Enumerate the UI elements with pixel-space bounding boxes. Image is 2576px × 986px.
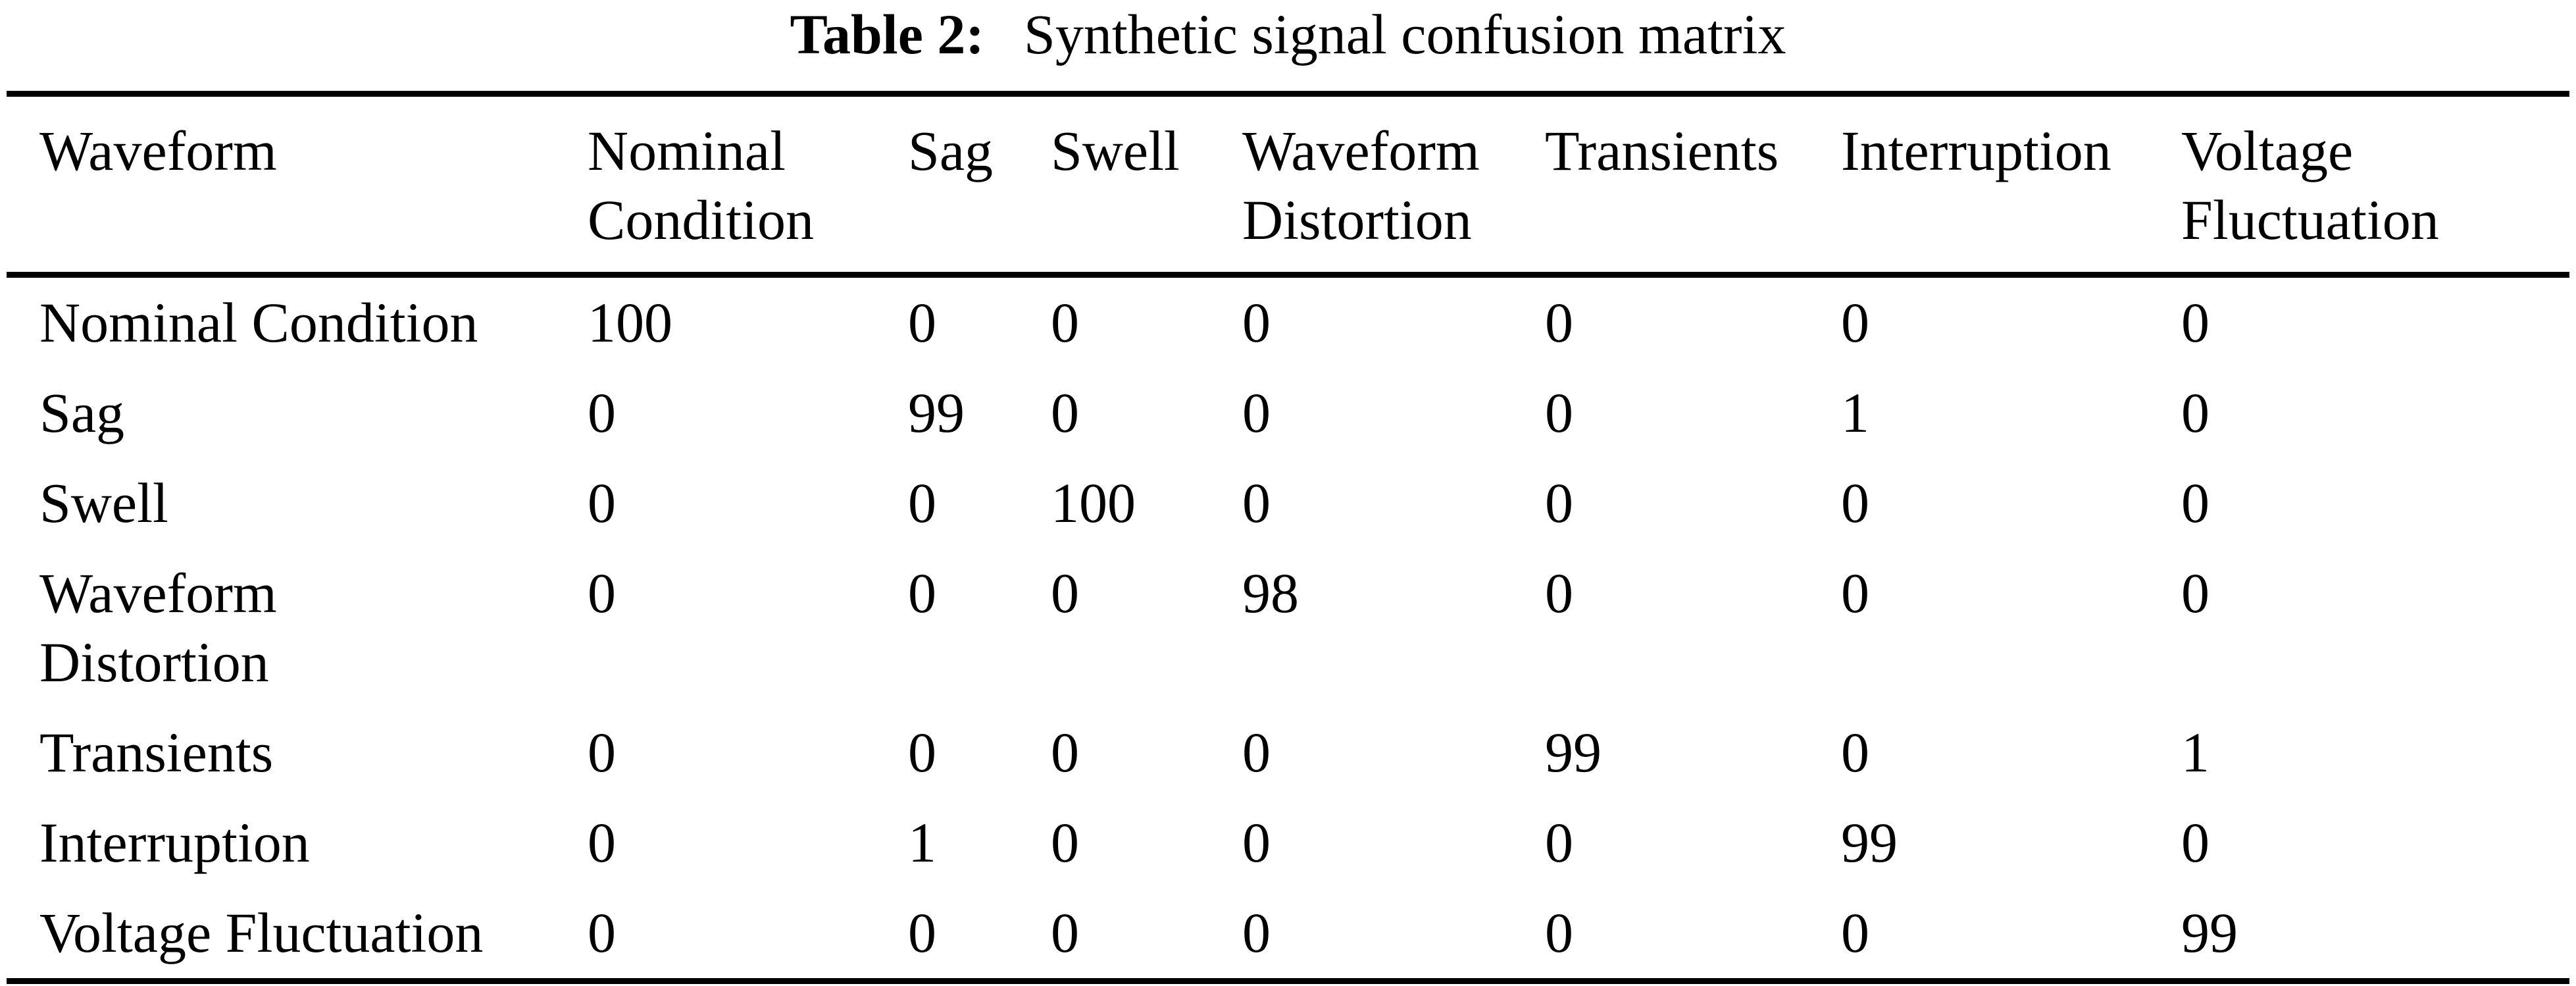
header-cell-waveform-distortion: Waveform Distortion [1242, 93, 1545, 278]
value-cell: 99 [1841, 811, 1898, 874]
row-label-cell: Sag [39, 381, 124, 444]
row-label-cell: Waveform Distortion [39, 561, 277, 694]
value-cell: 0 [2181, 471, 2210, 534]
caption-label: Table 2: [790, 3, 985, 66]
value-cell: 0 [1051, 291, 1079, 354]
value-cell: 0 [908, 291, 936, 354]
header-cell-transients: Transients [1545, 93, 1841, 278]
value-cell: 0 [1242, 291, 1271, 354]
value-cell: 0 [2181, 561, 2210, 625]
value-cell: 0 [908, 471, 936, 534]
value-cell: 0 [1545, 471, 1573, 534]
header-cell-interruption: Interruption [1841, 93, 2181, 278]
value-cell: 100 [1051, 471, 1136, 534]
table-row-waveform-distortion: Waveform Distortion 0 0 0 98 0 0 0 [7, 548, 2569, 708]
value-cell: 0 [1051, 381, 1079, 444]
value-cell: 0 [1242, 471, 1271, 534]
value-cell: 99 [908, 381, 965, 444]
value-cell: 0 [588, 561, 616, 625]
value-cell: 0 [2181, 291, 2210, 354]
caption-text: Synthetic signal confusion matrix [1024, 3, 1786, 66]
table-caption: Table 2: Synthetic signal confusion matri… [0, 0, 2576, 69]
value-cell: 0 [1545, 381, 1573, 444]
value-cell: 0 [1051, 901, 1079, 964]
header-cell-voltage-fluctuation: Voltage Fluctuation [2181, 93, 2569, 278]
value-cell: 0 [1242, 381, 1271, 444]
value-cell: 0 [1841, 721, 1869, 784]
value-cell: 0 [588, 811, 616, 874]
value-cell: 0 [1545, 291, 1573, 354]
value-cell: 0 [908, 561, 936, 625]
table-body: Nominal Condition 100 0 0 0 0 0 0 Sag 0 … [7, 275, 2569, 981]
table-row-sag: Sag 0 99 0 0 0 1 0 [7, 368, 2569, 458]
header-cell-sag: Sag [908, 93, 1051, 278]
value-cell: 0 [588, 901, 616, 964]
table-row-transients: Transients 0 0 0 0 99 0 1 [7, 708, 2569, 798]
value-cell: 0 [1051, 721, 1079, 784]
value-cell: 99 [2181, 901, 2238, 964]
value-cell: 0 [1545, 811, 1573, 874]
table-row-nominal-condition: Nominal Condition 100 0 0 0 0 0 0 [7, 275, 2569, 369]
table-row-interruption: Interruption 0 1 0 0 0 99 0 [7, 798, 2569, 888]
value-cell: 0 [908, 721, 936, 784]
value-cell: 0 [588, 381, 616, 444]
value-cell: 0 [908, 901, 936, 964]
value-cell: 1 [1841, 381, 1869, 444]
header-row: Waveform Nominal Condition Sag Swell Wav… [7, 93, 2569, 278]
value-cell: 99 [1545, 721, 1602, 784]
value-cell: 0 [588, 721, 616, 784]
value-cell: 0 [1545, 901, 1573, 964]
row-label-cell: Nominal Condition [39, 291, 478, 354]
row-label-cell: Voltage Fluctuation [39, 901, 484, 964]
table-row-voltage-fluctuation: Voltage Fluctuation 0 0 0 0 0 0 99 [7, 888, 2569, 981]
row-label-cell: Transients [39, 721, 274, 784]
value-cell: 0 [1841, 901, 1869, 964]
value-cell: 0 [2181, 811, 2210, 874]
value-cell: 0 [1841, 561, 1869, 625]
value-cell: 100 [588, 291, 672, 354]
value-cell: 0 [1242, 901, 1271, 964]
header-cell-waveform: Waveform [7, 93, 588, 278]
table-header: Waveform Nominal Condition Sag Swell Wav… [7, 93, 2569, 278]
value-cell: 0 [1545, 561, 1573, 625]
confusion-matrix-table: Waveform Nominal Condition Sag Swell Wav… [7, 91, 2569, 984]
value-cell: 0 [1051, 561, 1079, 625]
value-cell: 1 [908, 811, 936, 874]
value-cell: 1 [2181, 721, 2210, 784]
value-cell: 0 [1051, 811, 1079, 874]
value-cell: 0 [1242, 811, 1271, 874]
row-label-cell: Interruption [39, 811, 310, 874]
table-row-swell: Swell 0 0 100 0 0 0 0 [7, 458, 2569, 548]
value-cell: 0 [1841, 291, 1869, 354]
row-label-cell: Swell [39, 471, 168, 534]
header-cell-swell: Swell [1051, 93, 1242, 278]
value-cell: 0 [2181, 381, 2210, 444]
value-cell: 0 [1841, 471, 1869, 534]
header-cell-nominal-condition: Nominal Condition [588, 93, 908, 278]
value-cell: 0 [588, 471, 616, 534]
value-cell: 0 [1242, 721, 1271, 784]
value-cell: 98 [1242, 561, 1299, 625]
